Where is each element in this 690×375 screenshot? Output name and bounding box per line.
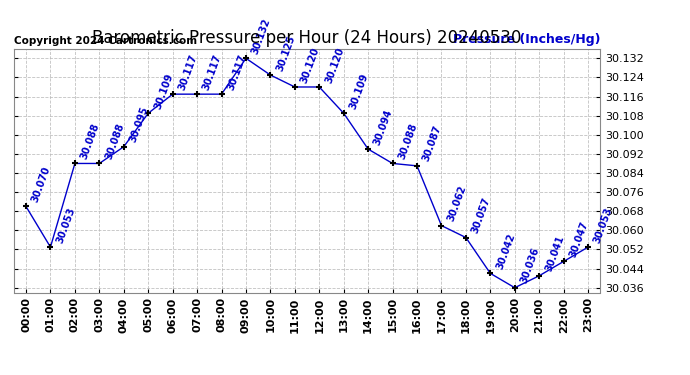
Text: 30.120: 30.120	[324, 45, 346, 84]
Text: 30.095: 30.095	[128, 105, 150, 144]
Text: 30.057: 30.057	[470, 196, 492, 235]
Text: 30.125: 30.125	[275, 34, 297, 72]
Text: 30.053: 30.053	[592, 206, 615, 245]
Text: 30.120: 30.120	[299, 45, 322, 84]
Text: 30.117: 30.117	[177, 53, 199, 92]
Text: 30.087: 30.087	[421, 124, 444, 163]
Text: Pressure (Inches/Hg): Pressure (Inches/Hg)	[453, 33, 600, 46]
Text: 30.088: 30.088	[104, 122, 126, 160]
Text: Copyright 2024 Cartronics.com: Copyright 2024 Cartronics.com	[14, 36, 197, 46]
Text: 30.041: 30.041	[543, 234, 566, 273]
Text: 30.036: 30.036	[519, 246, 541, 285]
Text: 30.132: 30.132	[250, 17, 273, 56]
Text: 30.117: 30.117	[201, 53, 224, 92]
Text: 30.109: 30.109	[348, 72, 370, 111]
Text: 30.047: 30.047	[568, 220, 590, 259]
Text: 30.053: 30.053	[55, 206, 77, 245]
Title: Barometric Pressure per Hour (24 Hours) 20240530: Barometric Pressure per Hour (24 Hours) …	[92, 29, 522, 47]
Text: 30.109: 30.109	[152, 72, 175, 111]
Text: 30.042: 30.042	[495, 232, 517, 271]
Text: 30.094: 30.094	[373, 108, 395, 146]
Text: 30.088: 30.088	[397, 122, 419, 160]
Text: 30.062: 30.062	[446, 184, 468, 223]
Text: 30.117: 30.117	[226, 53, 248, 92]
Text: 30.088: 30.088	[79, 122, 101, 160]
Text: 30.070: 30.070	[30, 165, 52, 204]
